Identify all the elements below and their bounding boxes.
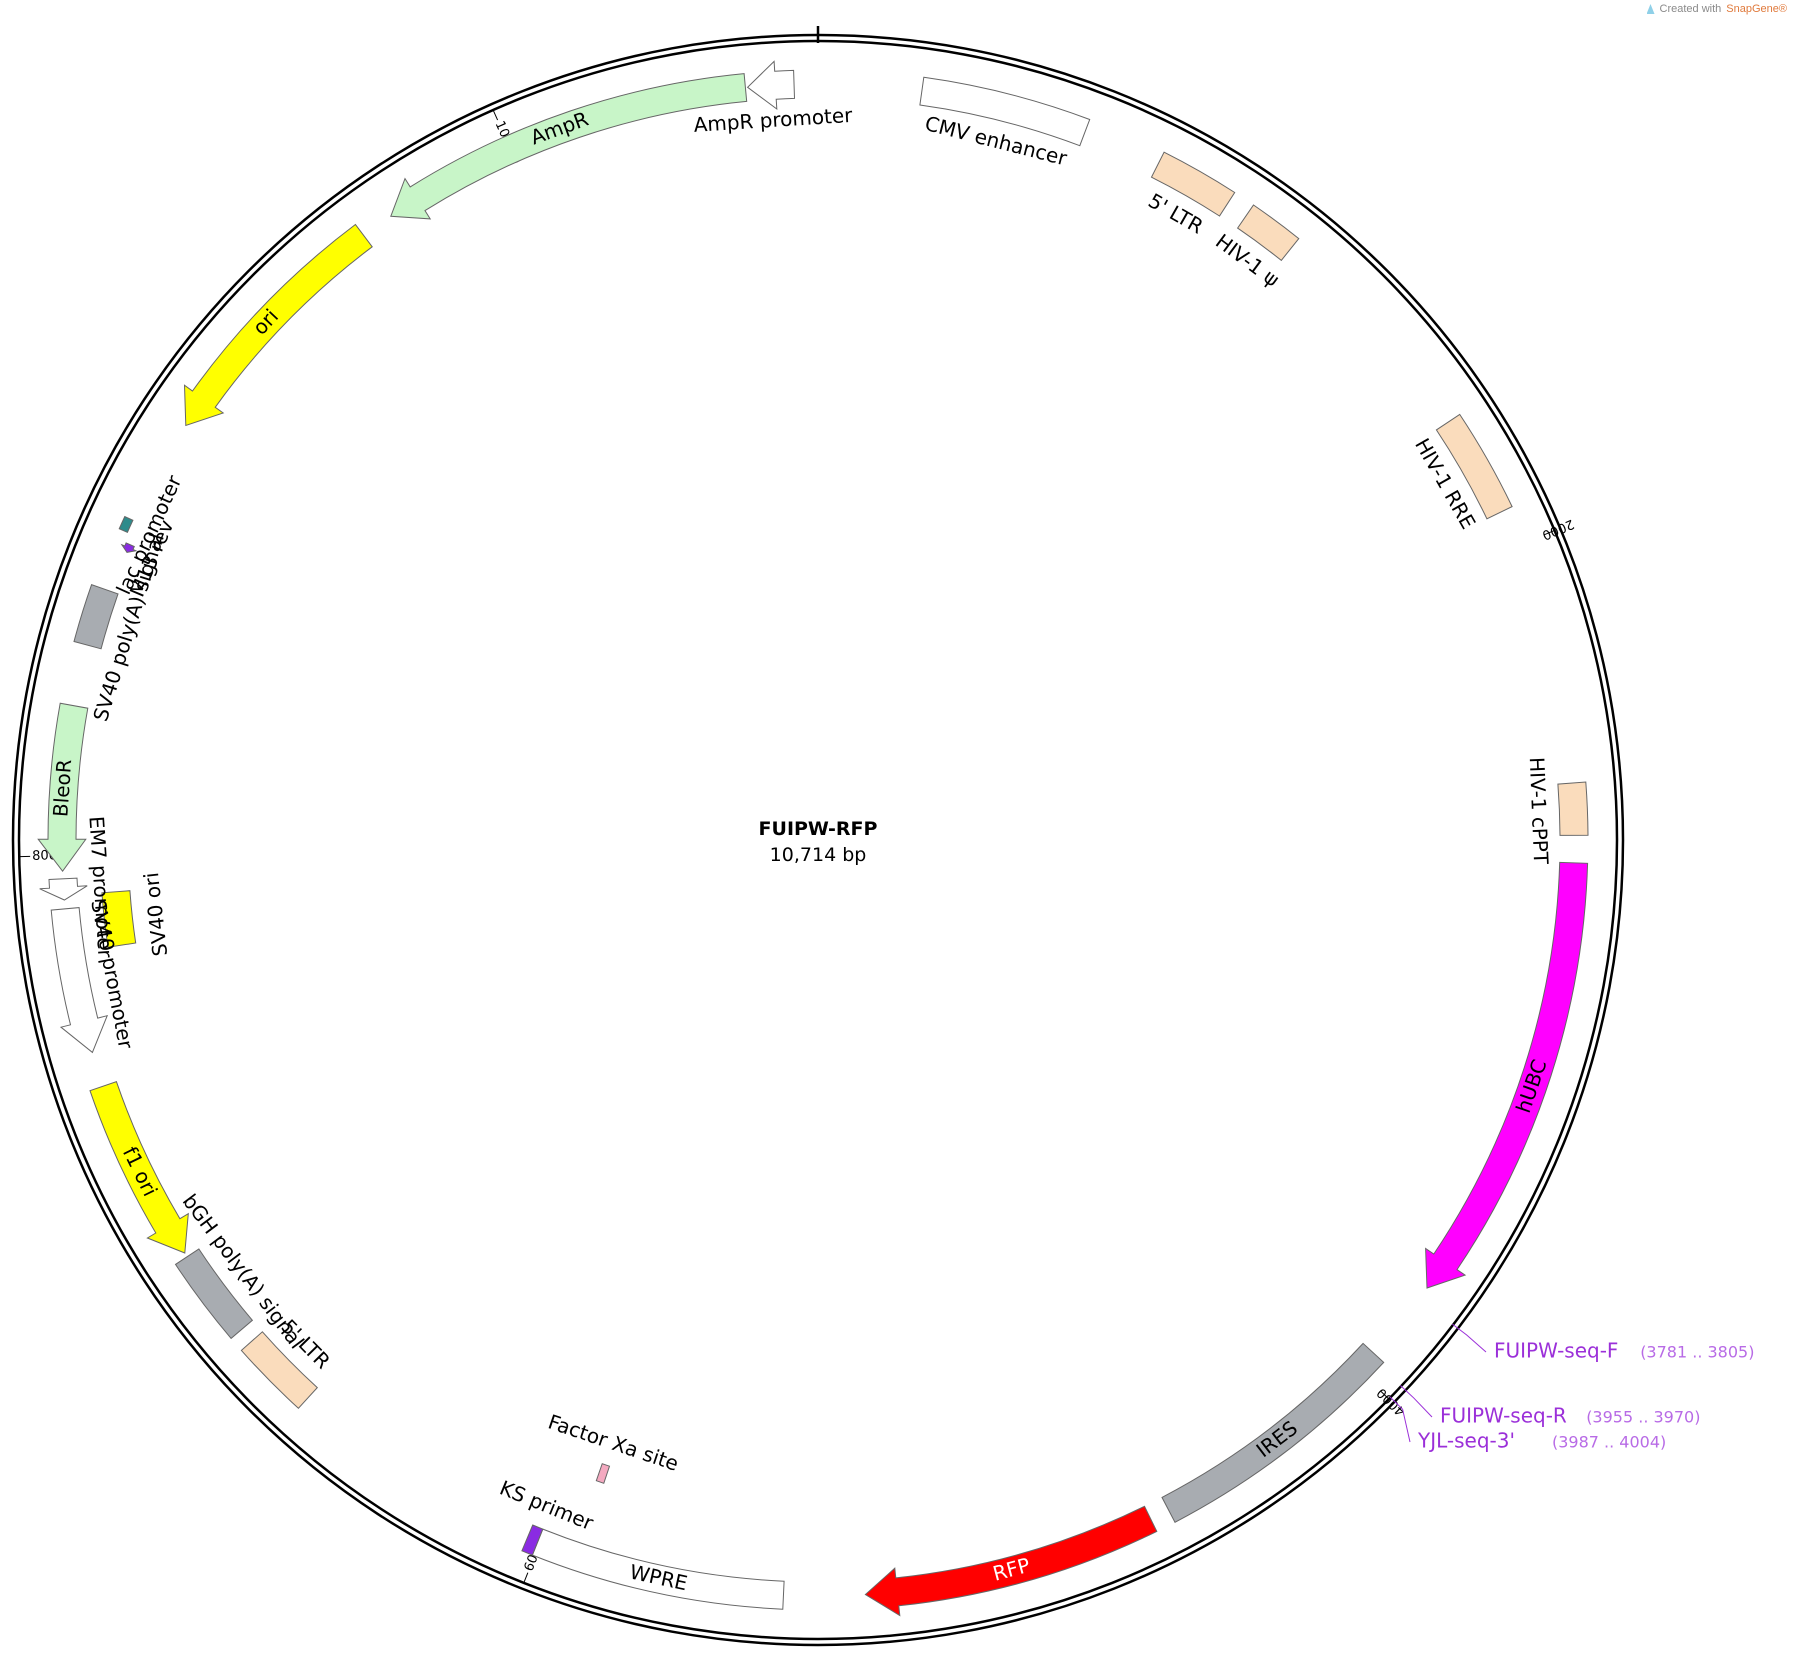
snapgene-logo-icon [1646,4,1655,14]
plasmid-backbone [11,26,1625,1647]
fuipw-seq-r-primer-range: (3955 .. 3970) [1586,1408,1700,1427]
ampr-feature-21[interactable] [390,73,748,220]
em7-promoter-feature-15[interactable] [39,877,88,901]
credit-prefix: Created with [1659,3,1722,15]
bgh-poly-a-signal-feature-12[interactable] [174,1248,254,1340]
snapgene-credit: Created with SnapGene® [1646,3,1787,15]
5-ltr-feature-1[interactable] [1150,151,1236,217]
yjl-seq-3-primer-label[interactable]: YJL-seq-3' [1417,1429,1515,1453]
yjl-seq-3-primer-range: (3987 .. 4004) [1552,1433,1666,1452]
ampr-promoter-label: AmpR promoter [693,103,854,137]
sv40-poly-a-signal-feature-17[interactable] [73,583,119,650]
hiv-1-feature-2[interactable] [1236,204,1300,262]
fuipw-seq-f-primer-label[interactable]: FUIPW-seq-F [1494,1339,1618,1363]
tick-mark [1544,530,1554,536]
fuipw-seq-f-primer-range: (3781 .. 3805) [1640,1343,1754,1362]
tick-mark [523,1572,529,1583]
hiv-1-cppt-feature-4[interactable] [1557,781,1589,836]
factor-xa-site-label: Factor Xa site [545,1410,682,1476]
m13-rev-feature-18[interactable] [120,542,138,553]
sv40-promoter-feature-14[interactable] [50,907,109,1054]
ks-primer-feature-9[interactable] [521,1524,544,1556]
fuipw-seq-r-leader [1400,1385,1433,1418]
plasmid-name: FUIPW-RFP [759,818,878,840]
sv40-ori-feature[interactable] [101,890,137,948]
em7-promoter-label: EM7 promoter [84,815,117,959]
ampr-promoter-feature-22[interactable] [746,60,796,111]
tick-mark [493,110,499,121]
bleor-label: BleoR [48,758,76,817]
ires-feature-6[interactable] [1161,1342,1385,1523]
credit-brand: SnapGene® [1726,3,1787,15]
ori-feature-20[interactable] [183,223,373,427]
rfp-feature-7[interactable] [864,1505,1158,1617]
5-ltr-feature-11[interactable] [240,1331,319,1410]
bleor-feature-16[interactable] [37,702,89,873]
hiv-1-rre-feature-3[interactable] [1435,413,1513,520]
sv40-ori-label: SV40 ori [139,871,172,957]
plasmid-length: 10,714 bp [770,844,867,866]
fuipw-seq-r-primer-label[interactable]: FUIPW-seq-R [1440,1404,1567,1428]
cmv-enhancer-feature-0[interactable] [919,76,1091,147]
yjl-seq-3-leader [1389,1396,1411,1443]
factor-xa-site-feature-10[interactable] [595,1463,611,1484]
hubc-feature-5[interactable] [1425,861,1589,1289]
f1-ori-feature-13[interactable] [89,1080,189,1254]
primer-layer: FUIPW-seq-F (3781 .. 3805) FUIPW-seq-R (395… [1389,1323,1754,1453]
fuipw-seq-f-leader [1452,1323,1487,1353]
lac-promoter-feature-19[interactable] [118,515,134,534]
hiv-1-cppt-label: HIV-1 cPPT [1525,757,1553,866]
tick-mark [1380,1391,1389,1399]
feature-layer [37,60,1589,1617]
ks-primer-label: KS primer [496,1476,597,1536]
